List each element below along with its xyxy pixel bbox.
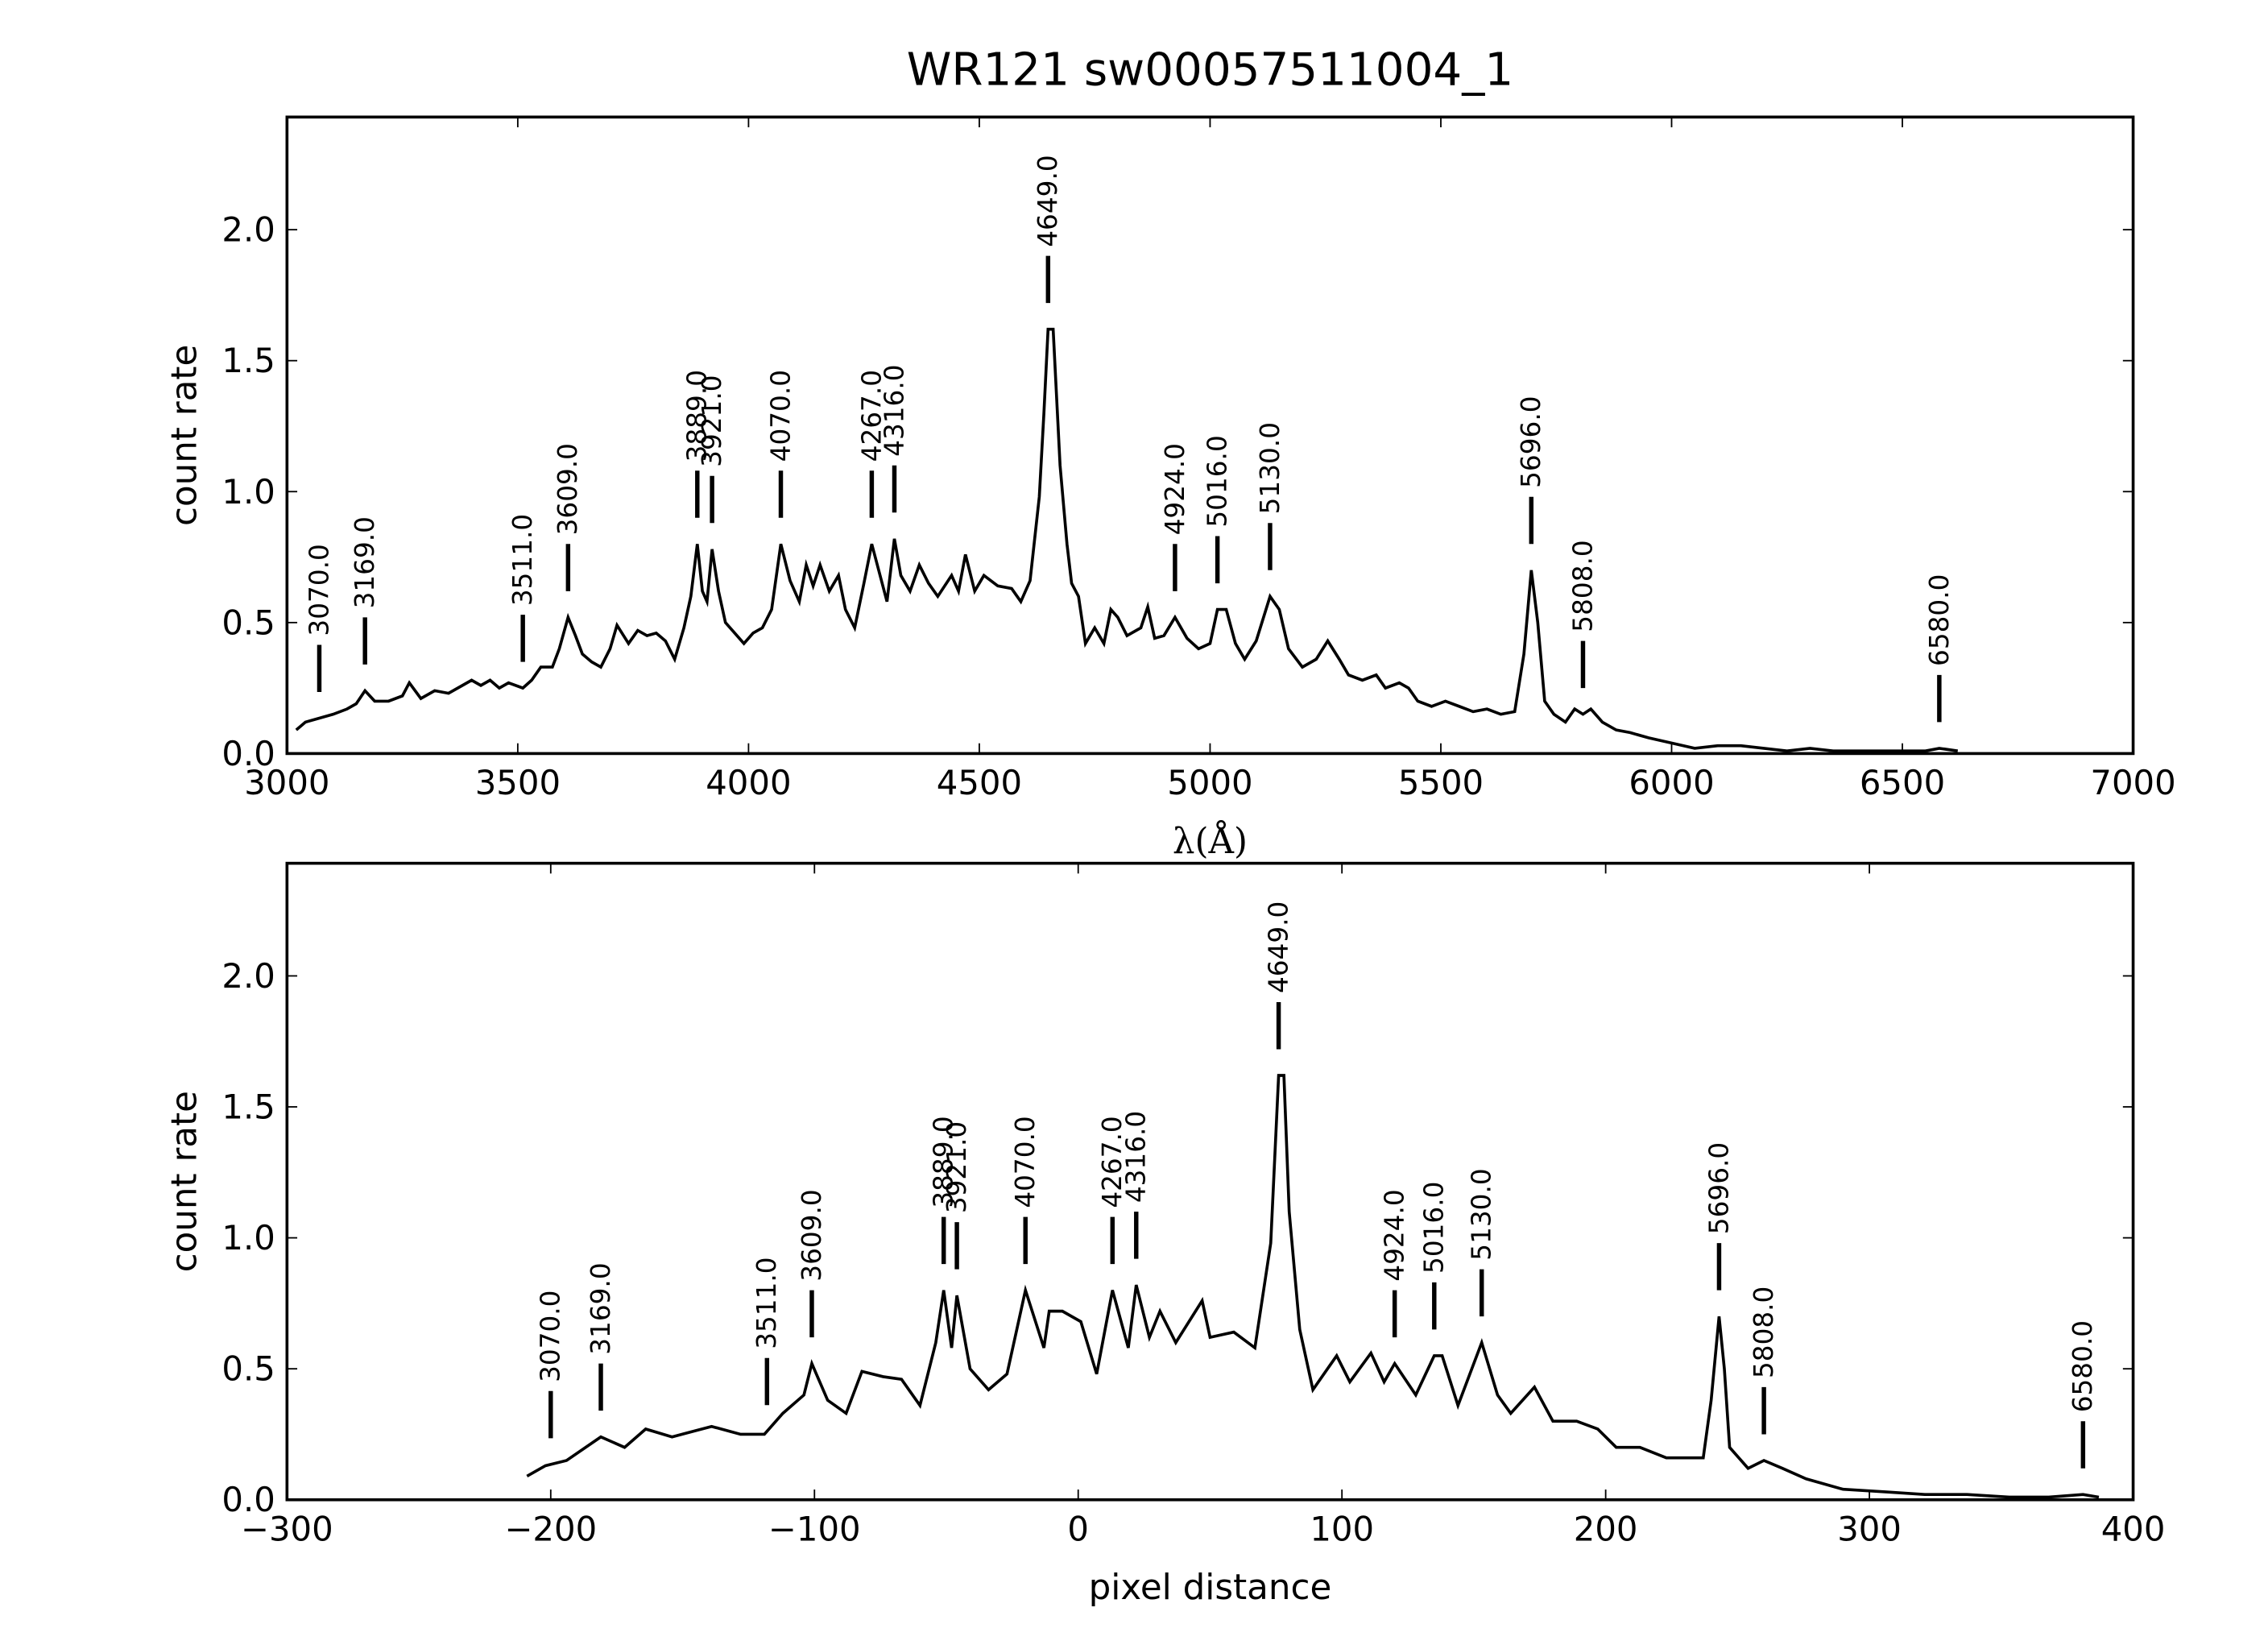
x-axis-label: pixel distance	[1089, 1568, 1332, 1608]
x-tick-label: −100	[768, 1510, 861, 1549]
line-label: 5130.0	[1467, 1168, 1497, 1260]
spectrum-line	[295, 327, 1959, 752]
y-tick-label: 1.0	[221, 472, 275, 512]
x-tick-label: 0	[1067, 1510, 1089, 1549]
line-label: 4924.0	[1160, 443, 1190, 535]
axes-frame	[285, 861, 2135, 1502]
x-tick-label: 4500	[937, 763, 1022, 802]
x-tick-label: 3500	[475, 763, 561, 802]
y-tick-label: 0.5	[221, 603, 275, 642]
line-label: 5696.0	[1516, 396, 1546, 487]
line-label: 3511.0	[751, 1257, 782, 1349]
line-label: 5808.0	[1749, 1286, 1779, 1378]
line-label: 3921.0	[942, 1121, 972, 1213]
line-label: 3609.0	[553, 443, 583, 535]
axes-frame	[285, 115, 2135, 756]
line-label: 3511.0	[507, 514, 538, 606]
x-tick-label: 4000	[706, 763, 791, 802]
y-tick-label: 2.0	[221, 956, 275, 996]
y-tick-label: 2.0	[221, 210, 275, 250]
line-label: 3070.0	[304, 544, 334, 636]
line-label: 5016.0	[1419, 1182, 1450, 1274]
x-tick-label: 5000	[1167, 763, 1252, 802]
line-label: 4649.0	[1033, 155, 1063, 247]
y-axis-label: count rate	[165, 345, 205, 526]
line-label: 5808.0	[1567, 540, 1598, 632]
x-tick-label: 200	[1574, 1510, 1638, 1549]
y-axis-label: count rate	[165, 1091, 205, 1272]
x-tick-label: −300	[241, 1510, 333, 1549]
line-label: 4070.0	[1010, 1116, 1041, 1208]
x-tick-label: 6500	[1860, 763, 1945, 802]
x-tick-label: 7000	[2090, 763, 2175, 802]
spectrum-line	[526, 1074, 2100, 1499]
line-label: 3921.0	[697, 375, 727, 466]
x-tick-label: 6000	[1629, 763, 1714, 802]
y-tick-label: 1.5	[221, 341, 275, 380]
line-label: 4316.0	[879, 364, 909, 456]
line-label: 3070.0	[536, 1291, 566, 1382]
line-label: 4316.0	[1121, 1111, 1152, 1203]
y-tick-label: 1.5	[221, 1088, 275, 1127]
x-tick-label: −200	[504, 1510, 597, 1549]
y-tick-label: 0.5	[221, 1349, 275, 1389]
line-label: 4267.0	[1097, 1116, 1128, 1208]
line-label: 5130.0	[1255, 422, 1285, 514]
line-label: 3609.0	[797, 1189, 827, 1281]
y-tick-label: 0.0	[221, 734, 275, 773]
line-label: 3889.0	[929, 1116, 959, 1208]
line-label: 3169.0	[350, 516, 380, 608]
x-axis-label: λ(Å)	[1173, 821, 1248, 862]
y-tick-label: 0.0	[221, 1480, 275, 1519]
line-label: 4649.0	[1263, 901, 1293, 993]
line-label: 4924.0	[1380, 1189, 1410, 1281]
x-tick-label: 3000	[244, 763, 329, 802]
line-label: 5016.0	[1202, 435, 1233, 527]
line-label: 5696.0	[1703, 1142, 1734, 1234]
x-tick-label: 400	[2101, 1510, 2166, 1549]
x-tick-label: 5500	[1398, 763, 1484, 802]
y-tick-label: 1.0	[221, 1218, 275, 1257]
line-label: 6580.0	[2067, 1320, 2098, 1412]
chart-title: WR121 sw00057511004_1	[907, 44, 1513, 96]
x-tick-label: 100	[1310, 1510, 1374, 1549]
x-tick-label: 300	[1837, 1510, 1902, 1549]
line-label: 4267.0	[856, 370, 887, 462]
line-label: 3889.0	[682, 370, 713, 462]
line-label: 6580.0	[1924, 574, 1955, 666]
line-label: 4070.0	[765, 370, 796, 462]
line-label: 3169.0	[586, 1262, 616, 1354]
